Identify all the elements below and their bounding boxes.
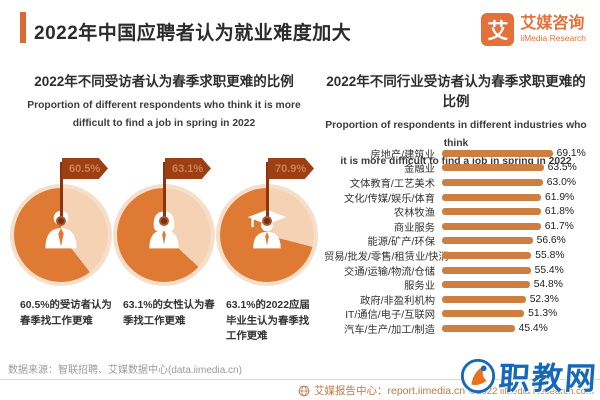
bar-value: 69.1% (556, 147, 586, 159)
bar-category-label: 贸易/批发/零售/租赁业/快消 (324, 251, 449, 263)
bar (442, 149, 553, 157)
bar (442, 310, 525, 318)
bar-value: 52.3% (529, 293, 559, 305)
bar (442, 208, 541, 216)
report-center-text: 艾媒报告中心：report.iimedia.cn (314, 385, 466, 397)
flag-pin (56, 216, 66, 226)
bar (442, 237, 533, 245)
flag-pin (262, 216, 272, 226)
data-source-note: 数据来源：智联招聘、艾媒数据中心(data.iimedia.cn) (8, 365, 242, 376)
iimedia-logo-icon: 艾 (481, 13, 515, 46)
bar-value: 63.5% (547, 162, 577, 174)
bar-value: 61.8% (544, 206, 575, 218)
flag-pole (60, 162, 63, 220)
bar (442, 193, 541, 201)
bar-value: 55.8% (535, 249, 565, 261)
bar-category-label: 房地产/建筑业 (370, 149, 435, 161)
bar (442, 324, 515, 332)
bar-row: 能源/矿产/环保 56.6% (324, 234, 596, 249)
bar (442, 164, 544, 172)
left-chart-subtitle: Proportion of different respondents who … (27, 100, 301, 130)
bar-value: 61.7% (544, 220, 574, 232)
pie-card-respondents: 60.5% 60.5%的受访者认为春季找工作更难 (12, 150, 112, 350)
pie-caption: 60.5%的受访者认为春季找工作更难 (20, 300, 112, 327)
bar (442, 251, 532, 259)
bar-row: 交通/运输/物流/仓储 55.4% (324, 263, 596, 278)
bar-row: 农林牧渔 61.8% (324, 204, 596, 219)
respondent-pie-cards: 60.5% 60.5%的受访者认为春季找工作更难 63.1% 63.1%的女性认… (12, 150, 318, 350)
bar-row: 汽车/生产/加工/制造 45.4% (324, 321, 596, 336)
bar-category-label: 农林牧渔 (393, 208, 435, 220)
bar-category-label: 能源/矿产/环保 (367, 237, 435, 249)
bar (442, 295, 526, 303)
flag-value-badge: 70.9% (268, 158, 314, 179)
bar-value: 63.0% (546, 176, 576, 188)
bar-row: 服务业 54.8% (324, 277, 596, 292)
bar-row: 贸易/批发/零售/租赁业/快消 55.8% (324, 248, 596, 263)
zhijiaowang-watermark: 职教网 (459, 353, 600, 398)
flag-value-badge: 60.5% (62, 158, 108, 179)
right-section-header: 2022年不同行业受访者认为春季求职更难的比例 Proportion of re… (322, 70, 590, 171)
bar-category-label: 文化/传媒/娱乐/体育 (344, 193, 435, 205)
bar-value: 55.4% (534, 264, 564, 276)
flag-pole (163, 162, 166, 220)
bar-category-label: 交通/运输/物流/仓储 (344, 266, 435, 278)
left-chart-title: 2022年不同受访者认为春季求职更难的比例 (34, 74, 294, 89)
bar (442, 281, 530, 289)
bar-row: 文体教育/工艺美术 63.0% (324, 175, 596, 190)
flag-value-badge: 63.1% (165, 158, 211, 179)
bar (442, 266, 531, 274)
left-section-header: 2022年不同受访者认为春季求职更难的比例 Proportion of diff… (15, 70, 313, 133)
zhijiaowang-logo-icon (460, 358, 496, 393)
bar-row: 政府/非盈利机构 52.3% (324, 292, 596, 307)
bar-category-label: 金融业 (404, 164, 435, 176)
bar-category-label: 商业服务 (393, 222, 435, 234)
bar-row: 文化/传媒/娱乐/体育 61.9% (324, 190, 596, 205)
pie-card-women: 63.1% 63.1%的女性认为春季找工作更难 (115, 150, 215, 350)
bar-category-label: 汽车/生产/加工/制造 (344, 324, 435, 336)
bar-row: IT/通信/电子/互联网 51.3% (324, 307, 596, 322)
flag-pin (159, 216, 169, 226)
bar-row: 房地产/建筑业 69.1% (324, 146, 596, 161)
right-chart-subtitle: Proportion of respondents in different i… (325, 120, 587, 168)
bar (442, 222, 541, 230)
bar-row: 金融业 63.5% (324, 161, 596, 176)
pie-card-graduates: 70.9% 63.1%的2022应届毕业生认为春季找工作更难 (218, 150, 317, 350)
industry-bar-chart: 房地产/建筑业 69.1% 金融业 63.5% 文体教育/工艺美术 63.0% 文化/传媒/… (324, 146, 596, 336)
bar-value: 61.9% (545, 191, 575, 203)
bar-value: 51.3% (528, 308, 558, 320)
bar-category-label: 服务业 (404, 281, 435, 293)
right-chart-title: 2022年不同行业受访者认为春季求职更难的比例 (326, 74, 586, 109)
pie-caption: 63.1%的2022应届毕业生认为春季找工作更难 (226, 300, 310, 343)
bar (442, 178, 543, 186)
report-center-line: 艾媒报告中心：report.iimedia.cn (298, 383, 465, 398)
bar-value: 45.4% (518, 322, 548, 334)
flag-pole (266, 162, 269, 220)
footer-divider (0, 379, 600, 380)
title-accent-bar (20, 12, 26, 43)
iimedia-logo: 艾 艾媒咨询 iiMedia Research (481, 13, 586, 46)
watermark-text: 职教网 (497, 361, 600, 396)
pie-caption: 63.1%的女性认为春季找工作更难 (123, 300, 215, 327)
globe-icon (298, 385, 310, 396)
copyright-text: ©2022 iiMedia Research.com (469, 386, 594, 397)
bar-category-label: 文体教育/工艺美术 (349, 178, 435, 190)
page-title: 2022年中国应聘者认为就业难度加大 (34, 23, 352, 44)
bar-category-label: IT/通信/电子/互联网 (345, 310, 435, 322)
bar-category-label: 政府/非盈利机构 (360, 295, 435, 307)
bar-row: 商业服务 61.7% (324, 219, 596, 234)
bar-value: 56.6% (536, 235, 566, 247)
iimedia-logo-name: 艾媒咨询 (520, 15, 585, 33)
iimedia-logo-subtitle: iiMedia Research (520, 32, 586, 43)
bar-value: 54.8% (533, 279, 563, 291)
